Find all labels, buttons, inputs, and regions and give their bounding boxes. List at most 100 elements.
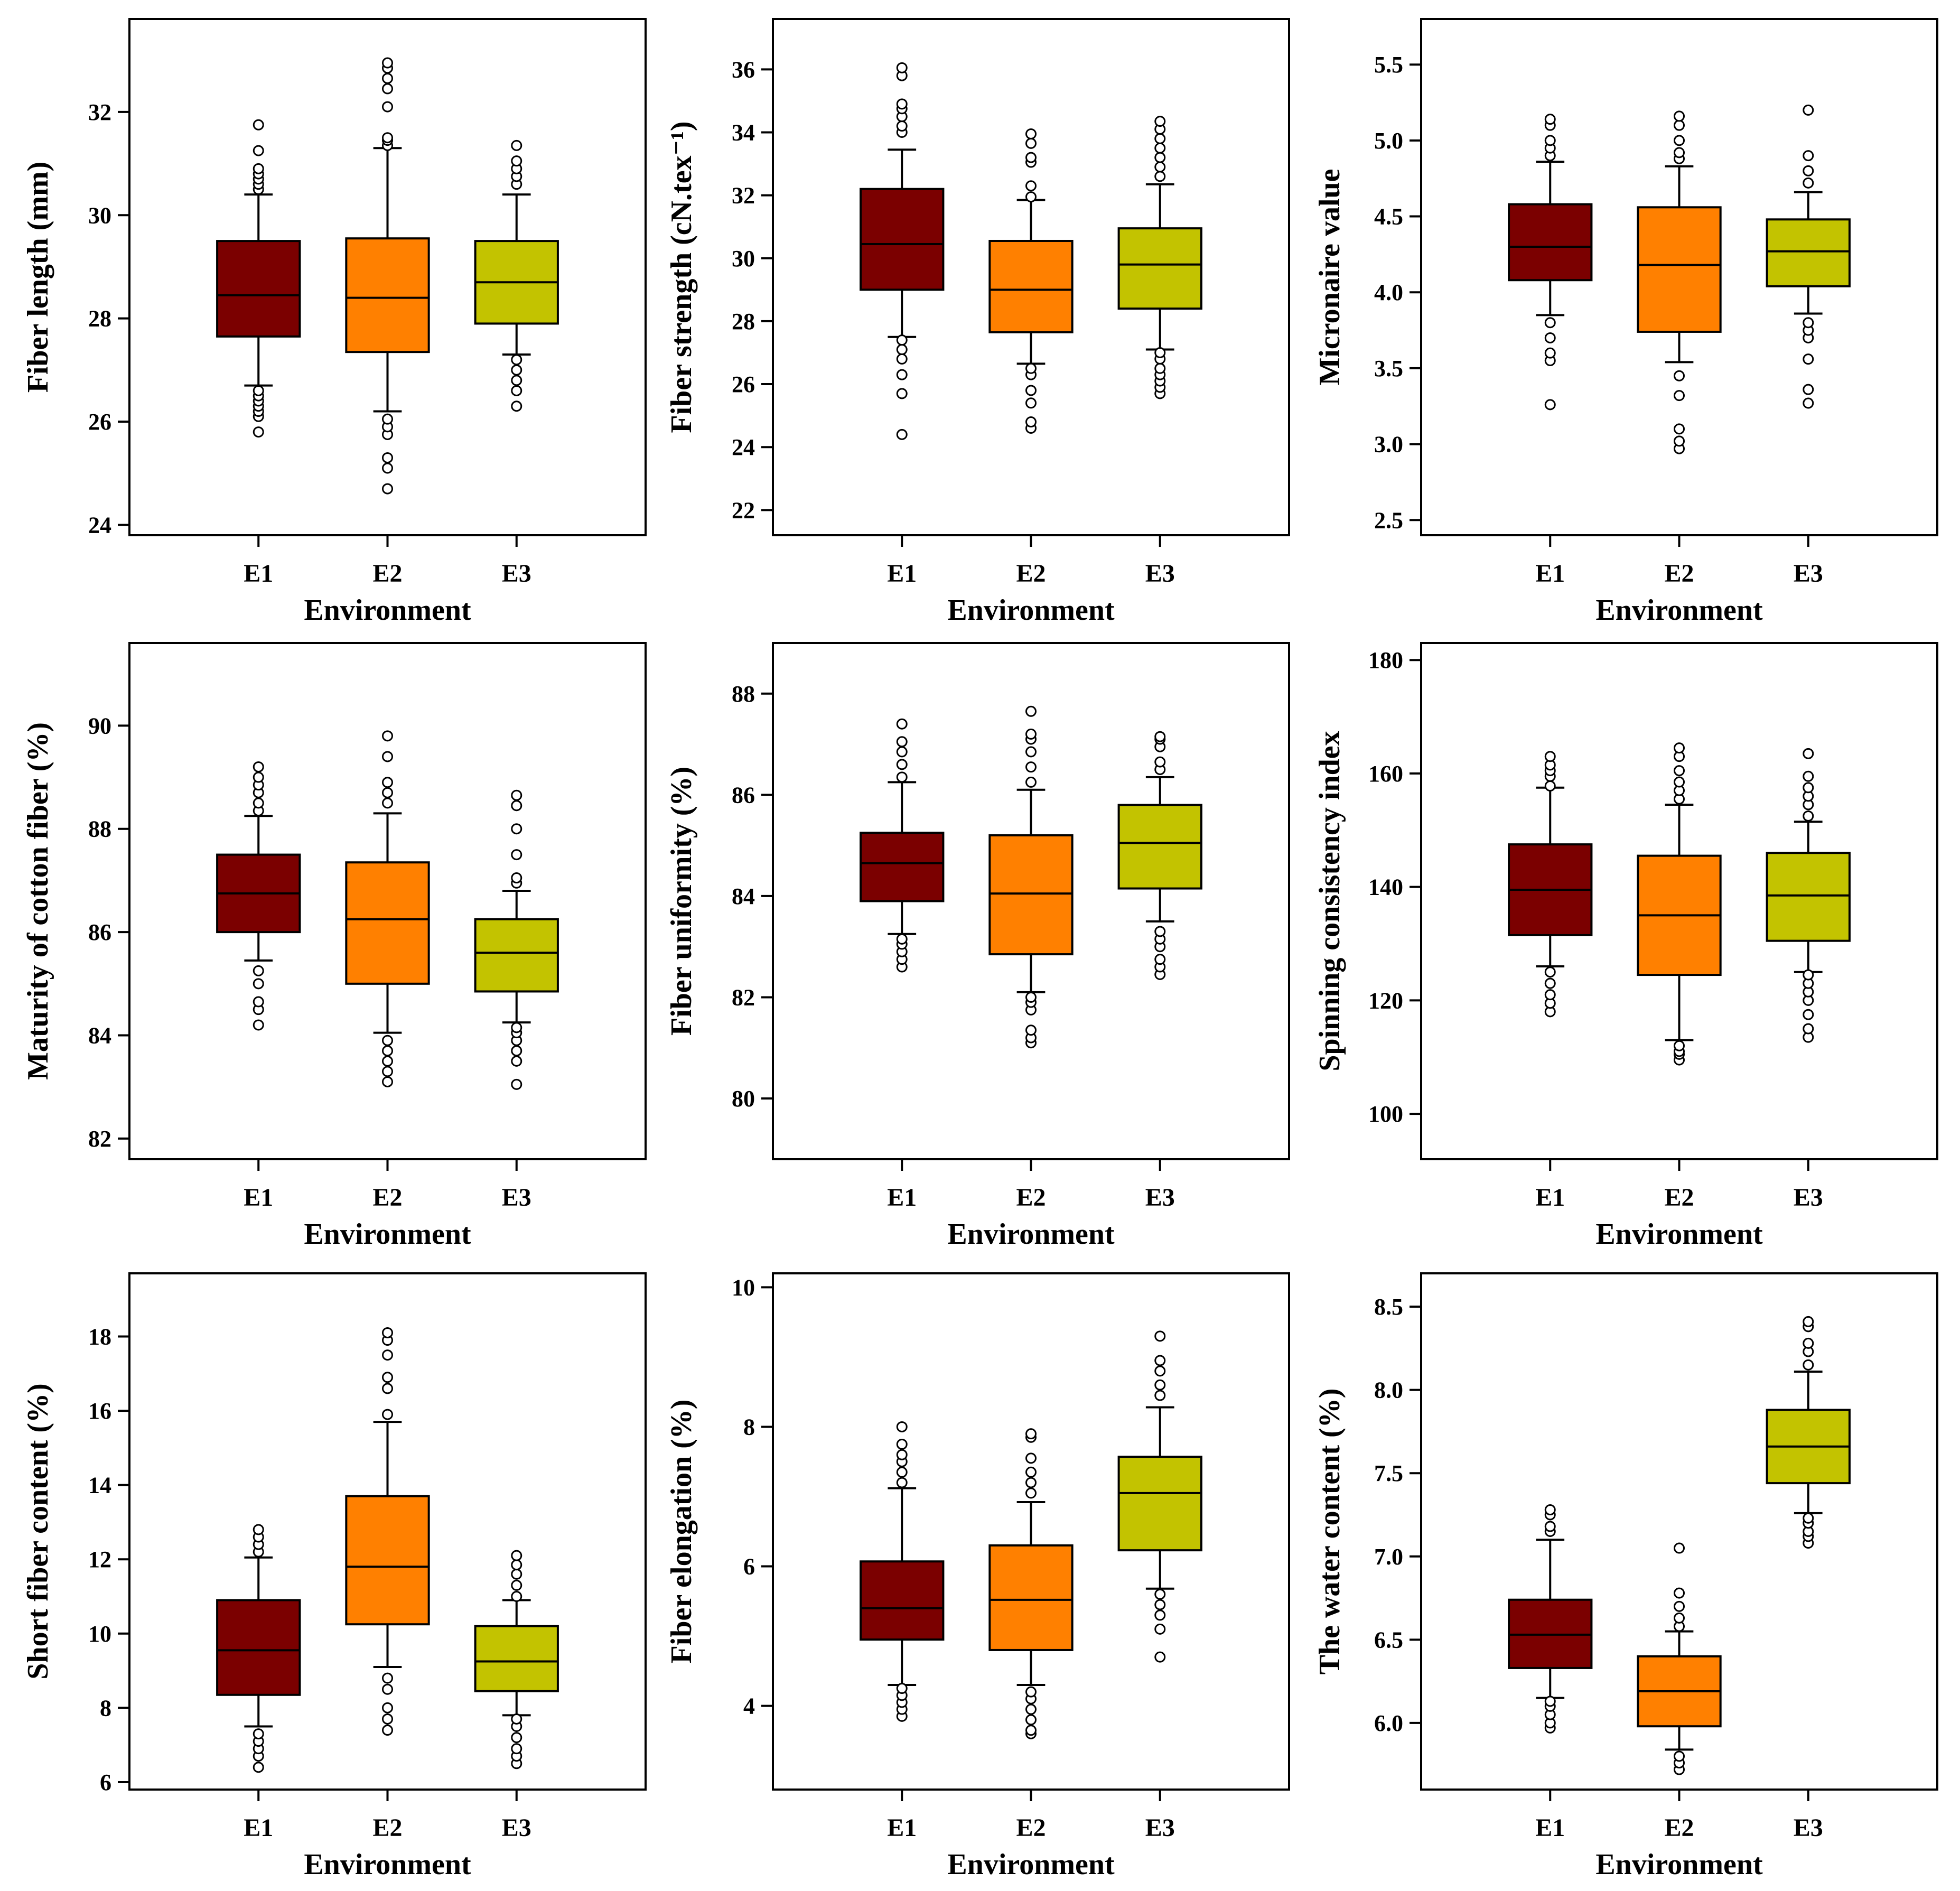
y-tick-label: 28 (732, 309, 755, 334)
outlier-point (1025, 728, 1037, 740)
outlier-point (253, 771, 264, 783)
box-E3 (474, 139, 559, 412)
x-axis-title: Environment (1595, 1848, 1763, 1881)
iqr-box (474, 1625, 559, 1692)
outlier-point (1544, 989, 1556, 1001)
outlier-point (896, 933, 908, 945)
outlier-point (1803, 770, 1814, 782)
chart-panel-2: 22 24 26 28 30 32 34 36 Fiber strength (cN.tex⁻¹… (665, 18, 1290, 627)
outlier-point (382, 1327, 393, 1338)
iqr-box (988, 239, 1074, 333)
y-tick-label: 12 (88, 1547, 111, 1572)
iqr-box (860, 188, 945, 291)
outlier-point (1154, 1330, 1166, 1342)
chart-panel-9: 6.0 6.5 7.0 7.5 8.0 8.5 The water content (%) E… (1313, 1272, 1938, 1881)
outlier-point (1544, 347, 1556, 359)
x-tick-label: E1 (244, 1814, 273, 1842)
outlier-point (1674, 119, 1685, 131)
outlier-point (511, 375, 522, 386)
outlier-point (896, 1466, 908, 1478)
outlier-point (1803, 317, 1814, 329)
outlier-point (896, 736, 908, 748)
x-tick-label: E1 (1535, 560, 1565, 588)
outlier-point (896, 428, 908, 440)
outlier-point (1154, 116, 1166, 127)
x-axis-title: Environment (947, 594, 1115, 627)
outlier-point (1154, 1355, 1166, 1366)
outlier-point (1674, 370, 1685, 381)
outlier-point (1025, 397, 1037, 409)
y-tick-label: 3.0 (1374, 432, 1403, 458)
y-tick-label: 84 (732, 883, 755, 909)
outlier-point (896, 1421, 908, 1432)
outlier-point (1154, 1599, 1166, 1610)
box-E2 (345, 1327, 430, 1736)
y-tick-label: 120 (1368, 988, 1403, 1013)
y-tick-label: 4.0 (1374, 280, 1403, 305)
y-tick-label: 82 (88, 1126, 111, 1152)
outlier-point (382, 1076, 393, 1087)
outlier-point (896, 62, 908, 73)
box-E3 (1117, 1330, 1202, 1663)
y-tick-label: 5.0 (1374, 128, 1403, 154)
outlier-point (1154, 347, 1166, 358)
y-axis: 2.5 3.0 3.5 4.0 4.5 5.0 5.5 (1374, 52, 1421, 533)
outlier-point (1025, 128, 1037, 139)
outlier-point (511, 354, 522, 366)
outlier-point (511, 1579, 522, 1591)
outlier-point (1154, 133, 1166, 144)
iqr-box (1508, 203, 1593, 282)
outlier-point (511, 385, 522, 396)
outlier-point (253, 145, 264, 156)
outlier-point (382, 452, 393, 463)
outlier-point (1025, 1466, 1037, 1478)
outlier-point (382, 1702, 393, 1713)
outlier-point (1803, 1359, 1814, 1371)
outlier-point (511, 1045, 522, 1057)
y-axis: 22 24 26 28 30 32 34 36 (732, 57, 773, 523)
outlier-point (382, 787, 393, 798)
outlier-point (511, 1743, 522, 1755)
outlier-point (253, 1019, 264, 1031)
iqr-box (1117, 804, 1202, 890)
box-E1 (1508, 114, 1593, 411)
y-tick-label: 7.0 (1374, 1544, 1403, 1570)
y-tick-label: 26 (732, 371, 755, 397)
box-E3 (1117, 116, 1202, 399)
chart-panel-4: 82 84 86 88 90 Maturity of cotton fiber (%) E1… (22, 642, 647, 1251)
y-tick-label: 8.0 (1374, 1377, 1403, 1403)
outlier-point (382, 1683, 393, 1695)
y-axis: 24 26 28 30 32 (88, 99, 129, 538)
x-tick-label: E2 (1664, 560, 1694, 588)
outlier-point (1025, 761, 1037, 773)
y-axis: 82 84 86 88 90 (88, 713, 129, 1152)
y-tick-label: 34 (732, 119, 755, 145)
x-tick-label: E3 (502, 1814, 531, 1842)
outlier-point (1544, 317, 1556, 329)
outlier-point (382, 1349, 393, 1361)
outlier-point (1025, 385, 1037, 396)
outlier-point (382, 72, 393, 84)
outlier-point (896, 759, 908, 770)
outlier-point (1154, 1651, 1166, 1663)
outlier-point (1154, 362, 1166, 374)
x-tick-label: E3 (1145, 1184, 1175, 1212)
box-E1 (860, 62, 945, 440)
y-axis-title: Micronaire value (1313, 169, 1346, 385)
chart-panel-1: 24 26 28 30 32 Fiber length (mm) E1 E2 E3 Environ… (22, 18, 647, 627)
box-E2 (345, 730, 430, 1087)
iqr-box (1766, 218, 1851, 287)
outlier-point (896, 771, 908, 783)
outlier-point (1803, 1023, 1814, 1035)
outlier-point (896, 388, 908, 399)
outlier-point (511, 789, 522, 801)
iqr-box (345, 861, 430, 985)
outlier-point (1025, 191, 1037, 203)
x-tick-label: E3 (1794, 1184, 1823, 1212)
outlier-point (1154, 152, 1166, 163)
x-tick-label: E3 (1145, 560, 1175, 588)
outlier-point (511, 1713, 522, 1725)
x-tick-label: E2 (372, 1814, 402, 1842)
x-tick-label: E3 (1794, 560, 1823, 588)
